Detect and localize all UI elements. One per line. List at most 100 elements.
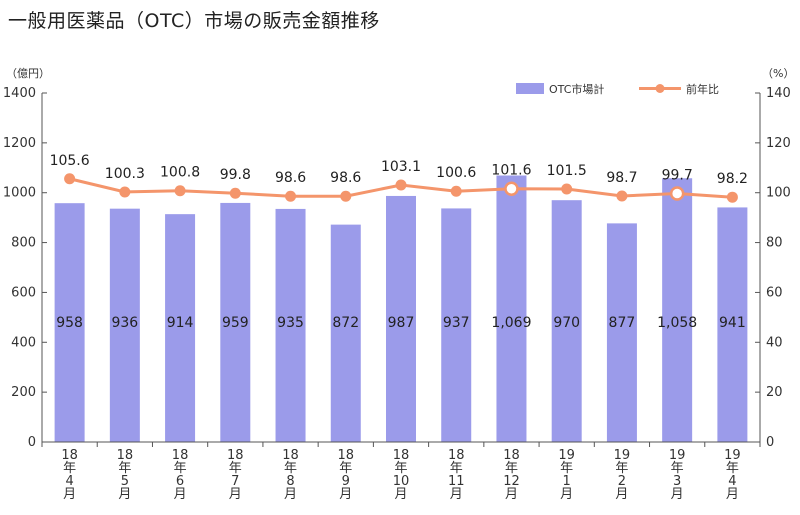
x-tick-label-part: 年 — [671, 461, 684, 476]
x-tick-label-part: 8 — [286, 474, 294, 489]
bar-value-label: 987 — [388, 315, 415, 331]
y-left-tick-label: 400 — [11, 335, 36, 350]
x-tick-label-part: 18 — [503, 448, 520, 463]
x-tick-label-part: 19 — [669, 448, 686, 463]
x-tick-label-part: 年 — [174, 461, 187, 476]
x-tick-label-part: 月 — [505, 487, 518, 502]
x-tick-label-part: 月 — [560, 487, 573, 502]
x-tick-label-part: 年 — [339, 461, 352, 476]
x-tick-label-part: 年 — [229, 461, 242, 476]
y-left-tick-label: 200 — [11, 385, 36, 400]
x-tick-label-part: 月 — [671, 487, 684, 502]
y-right-tick-label: 140 — [766, 86, 791, 101]
yoy-point-10 — [616, 190, 628, 202]
x-tick-label-part: 年 — [394, 461, 407, 476]
yoy-point-5 — [340, 190, 352, 202]
x-tick-label-part: 5 — [121, 474, 129, 489]
y-left-tick-label: 0 — [28, 435, 36, 450]
y-right-tick-label: 80 — [766, 236, 783, 251]
x-tick-label-part: 18 — [227, 448, 244, 463]
bar-1 — [109, 208, 140, 442]
x-tick-label-part: 3 — [673, 474, 681, 489]
x-tick-label-part: 19 — [558, 448, 575, 463]
bar-value-label: 941 — [719, 315, 746, 331]
yoy-value-label: 103.1 — [381, 159, 421, 175]
bars-layer — [54, 175, 748, 443]
x-tick-label-part: 18 — [282, 448, 299, 463]
x-tick-label: 18 年 11 月 — [448, 448, 465, 502]
y-left-tick-label: 1200 — [3, 136, 36, 151]
y-left-tick-label: 1400 — [3, 86, 36, 101]
line-layer — [64, 173, 738, 203]
x-tick-label-part: 9 — [342, 474, 350, 489]
y-right-tick-label: 0 — [766, 435, 774, 450]
bar-0 — [54, 203, 85, 442]
labels-layer: 958 936 914 959 935 872 987 937 1,069 970 877 1,058… — [50, 153, 748, 331]
bar-value-label: 959 — [222, 315, 249, 331]
x-tick-label: 19 年 4 月 — [724, 448, 741, 502]
x-tick-label-part: 年 — [505, 461, 518, 476]
x-tick-label-part: 18 — [393, 448, 410, 463]
x-tick-label-part: 年 — [118, 461, 131, 476]
x-tick-label: 18 年 5 月 — [117, 448, 134, 502]
bar-value-label: 970 — [553, 315, 580, 331]
yoy-value-label: 100.6 — [436, 165, 476, 181]
yoy-point-2 — [174, 185, 186, 197]
x-tick-label-part: 19 — [724, 448, 741, 463]
y-left-unit: （億円） — [6, 67, 50, 80]
bar-value-label: 872 — [332, 315, 359, 331]
x-tick-label: 18 年 10 月 — [393, 448, 410, 502]
x-tick-label-part: 月 — [339, 487, 352, 502]
x-tick-label: 18 年 4 月 — [61, 448, 78, 502]
x-tick-label-part: 年 — [726, 461, 739, 476]
x-tick-label: 18 年 7 月 — [227, 448, 244, 502]
legend-line-label: 前年比 — [686, 82, 719, 96]
yoy-point-9 — [561, 183, 573, 195]
x-tick-label-part: 月 — [63, 487, 76, 502]
bar-7 — [441, 208, 472, 442]
yoy-value-label: 105.6 — [50, 153, 90, 169]
legend-line-marker — [655, 84, 665, 93]
y-right-tick-label: 20 — [766, 385, 783, 400]
bar-8 — [496, 175, 527, 443]
bar-10 — [606, 223, 637, 442]
x-tick-label-part: 月 — [450, 487, 463, 502]
y-right-unit: （%） — [762, 67, 794, 80]
bar-4 — [275, 208, 306, 442]
x-tick-label-part: 月 — [118, 487, 131, 502]
x-tick-label-part: 6 — [176, 474, 184, 489]
y-left-tick-label: 600 — [11, 285, 36, 300]
x-tick-label-part: 11 — [448, 474, 465, 489]
bar-9 — [551, 200, 582, 442]
y-right-tick-label: 100 — [766, 186, 791, 201]
x-tick-label: 19 年 2 月 — [614, 448, 631, 502]
yoy-value-label: 98.7 — [606, 170, 637, 186]
axes-layer: 0 200 400 600 800 1000 1200 1400 0 20 40 60 80 100 120… — [3, 67, 795, 502]
yoy-point-12 — [726, 191, 738, 203]
bar-3 — [220, 202, 251, 442]
y-right-tick-label: 40 — [766, 335, 783, 350]
x-tick-label-part: 18 — [448, 448, 465, 463]
bar-value-label: 1,058 — [657, 315, 697, 331]
x-tick-label-part: 年 — [63, 461, 76, 476]
yoy-value-label: 98.6 — [330, 170, 361, 186]
x-tick-label-part: 18 — [61, 448, 78, 463]
bar-11 — [662, 178, 693, 442]
legend-bar-label: OTC市場計 — [549, 82, 604, 96]
x-tick-label-part: 月 — [615, 487, 628, 502]
x-tick-label: 18 年 12 月 — [503, 448, 520, 502]
yoy-value-label: 101.5 — [547, 163, 587, 179]
x-tick-label-part: 月 — [229, 487, 242, 502]
x-tick-label-part: 18 — [337, 448, 354, 463]
chart-title: 一般用医薬品（OTC）市場の販売金額推移 — [8, 10, 380, 32]
y-left-tick-label: 800 — [11, 236, 36, 251]
yoy-point-1 — [119, 186, 131, 198]
bar-value-label: 958 — [56, 315, 83, 331]
yoy-point-0 — [64, 173, 76, 185]
x-tick-label-part: 月 — [174, 487, 187, 502]
bar-6 — [386, 195, 416, 442]
x-tick-label: 18 年 8 月 — [282, 448, 299, 502]
y-left-tick-label: 1000 — [3, 186, 36, 201]
bar-value-label: 1,069 — [491, 315, 531, 331]
